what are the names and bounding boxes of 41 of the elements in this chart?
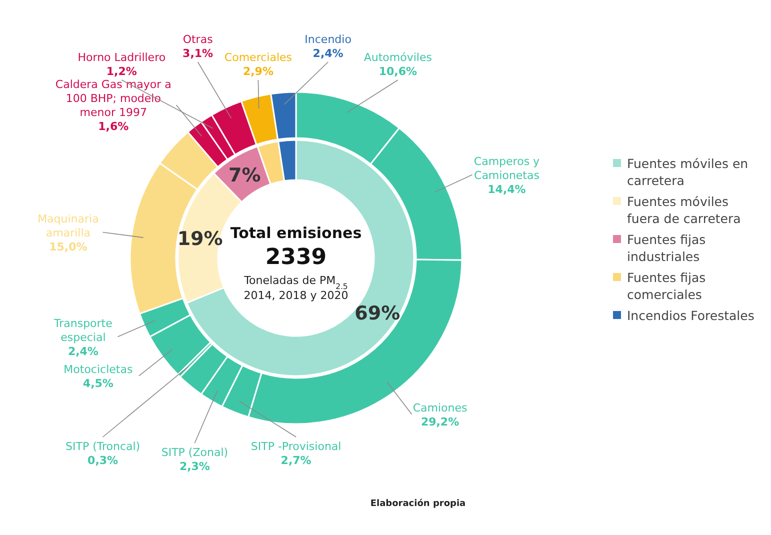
data-label: 2,7% <box>280 454 312 467</box>
legend-label: Fuentes fijas comerciales <box>627 270 706 302</box>
legend-label: Fuentes móviles fuera de carretera <box>627 194 741 226</box>
text: Toneladas de PM$_{2.5}$ <box>243 274 348 290</box>
data-label: 7% <box>228 164 261 187</box>
slice-label: Comerciales <box>224 51 292 64</box>
data-label: 29,2% <box>420 415 460 428</box>
data-label: 2,4% <box>312 47 344 60</box>
slice-label: SITP (Zonal) <box>161 446 228 459</box>
data-label: 15,0% <box>49 240 88 254</box>
slice-label: Horno Ladrillero <box>78 51 166 64</box>
data-label: 3,1% <box>182 47 214 60</box>
data-label: 1,2% <box>106 65 137 78</box>
data-label: 14,4% <box>488 182 526 196</box>
slice-label: SITP -Provisional <box>250 440 342 453</box>
slice-label: Automóviles <box>364 51 432 64</box>
slice-label: Incendio <box>304 33 352 46</box>
slice-label: Camperos y Camionetas <box>474 154 540 182</box>
slice-label: SITP (Troncal) <box>66 440 140 453</box>
slice-label: Maquinaria amarilla <box>38 212 99 240</box>
data-label: 69% <box>354 302 400 325</box>
text: 2339 <box>265 245 327 270</box>
text: Elaboración propia <box>370 498 466 509</box>
slice-label: Caldera Gas mayor a 100 BHP; modelo menor 1997 <box>55 78 172 119</box>
text: Total emisiones <box>230 224 362 242</box>
slice-label: Camiones <box>412 401 468 414</box>
slice-label: Transporte especial <box>53 316 113 344</box>
data-label: 10,6% <box>378 65 417 78</box>
legend-label: Incendios Forestales <box>627 308 754 323</box>
data-label: 2,3% <box>179 460 210 473</box>
data-label: 2,4% <box>68 344 98 358</box>
text: 2014, 2018 y 2020 <box>244 289 348 302</box>
data-label: 19% <box>177 228 223 250</box>
slice-label: Otras <box>182 33 214 46</box>
legend-label: Fuentes fijas industriales <box>627 232 706 264</box>
data-label: 2,9% <box>242 65 274 78</box>
data-label: 4,5% <box>82 376 114 390</box>
data-label: 1,6% <box>98 120 129 133</box>
slice-label: Motocicletas <box>64 362 133 376</box>
legend-label: Fuentes móviles en carretera <box>627 156 748 188</box>
data-label: 0,3% <box>88 454 118 467</box>
